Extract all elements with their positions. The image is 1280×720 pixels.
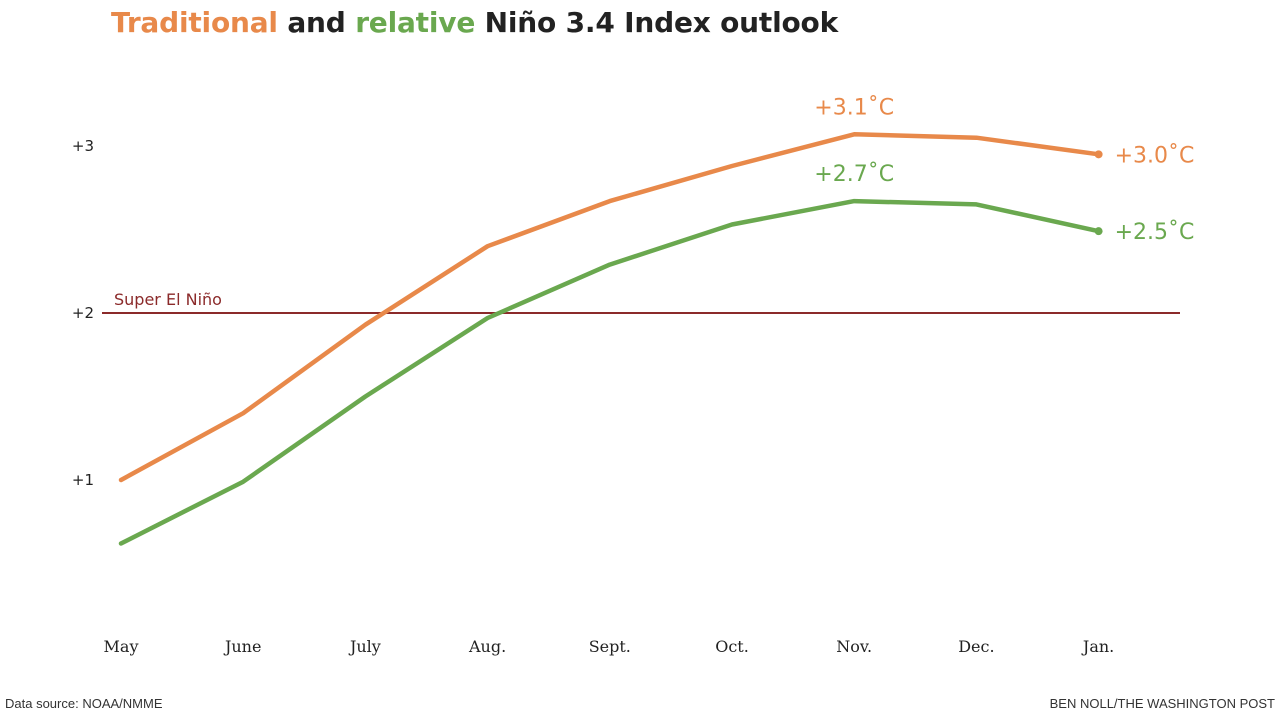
end-label-relative: +2.5˚C <box>1115 220 1195 245</box>
x-tick-label: May <box>104 637 139 656</box>
x-tick-label: Jan. <box>1081 637 1114 656</box>
peak-label-relative: +2.7˚C <box>814 162 894 187</box>
y-tick-label: +2 <box>72 304 94 322</box>
end-label-traditional: +3.0˚C <box>1115 143 1195 168</box>
data-point-traditional <box>1094 150 1103 159</box>
series-line-traditional <box>118 132 1101 483</box>
title-and: and <box>277 6 356 39</box>
x-tick-label: Dec. <box>958 637 994 656</box>
reference-line-label: Super El Niño <box>114 290 222 309</box>
data-source: Data source: NOAA/NMME <box>5 696 163 711</box>
y-tick-label: +1 <box>72 471 94 489</box>
y-tick-label: +3 <box>72 137 94 155</box>
x-tick-label: Sept. <box>589 637 631 656</box>
x-tick-label: Oct. <box>715 637 749 656</box>
title-rest: Niño 3.4 Index outlook <box>475 6 839 39</box>
title-relative: relative <box>355 6 476 39</box>
x-tick-label: Aug. <box>468 637 506 656</box>
peak-label-traditional: +3.1˚C <box>814 95 894 120</box>
chart-title: Traditional and relative Niño 3.4 Index … <box>111 6 838 39</box>
x-tick-label: July <box>348 637 381 656</box>
x-tick-label: June <box>223 637 262 656</box>
x-tick-label: Nov. <box>836 637 872 656</box>
credit-line: BEN NOLL/THE WASHINGTON POST <box>1049 696 1275 711</box>
series-line-relative <box>118 198 1101 546</box>
data-point-relative <box>1094 227 1103 236</box>
title-traditional: Traditional <box>111 6 278 39</box>
